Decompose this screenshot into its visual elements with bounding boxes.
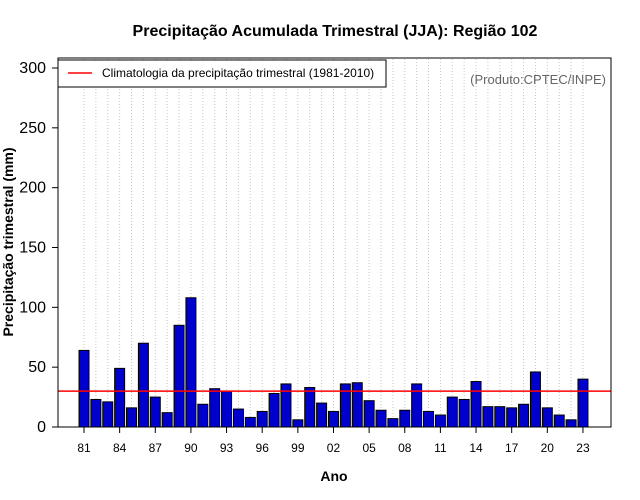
bar-2023 — [577, 378, 589, 428]
x-tick-label: 87 — [149, 441, 163, 455]
x-tick-label: 84 — [113, 441, 127, 455]
bar-1997 — [268, 392, 280, 428]
x-tick-label: 90 — [184, 441, 198, 455]
bar-2001 — [316, 402, 328, 428]
bar-2012 — [446, 396, 458, 428]
x-tick-label: 96 — [256, 441, 270, 455]
legend-label-climatology: Climatologia da precipitação trimestral … — [102, 66, 374, 80]
bar-2019 — [529, 371, 541, 428]
x-tick-label: 14 — [469, 441, 483, 455]
x-tick-label: 20 — [541, 441, 555, 455]
x-tick-label: 99 — [291, 441, 305, 455]
bar-2006 — [375, 409, 387, 428]
legend: Climatologia da precipitação trimestral … — [57, 59, 387, 88]
y-tick-label: 200 — [19, 180, 46, 197]
bar-1988 — [161, 412, 173, 428]
y-tick-label: 50 — [28, 359, 46, 376]
bar-1989 — [173, 324, 185, 428]
bar-1983 — [102, 401, 114, 428]
x-tick-label: 08 — [398, 441, 412, 455]
bar-2002 — [327, 410, 339, 428]
bar-2018 — [518, 403, 530, 428]
bar-2016 — [494, 406, 506, 428]
x-tick-label: 93 — [220, 441, 234, 455]
y-tick-label: 250 — [19, 120, 46, 137]
x-tick-label: 02 — [327, 441, 341, 455]
y-tick-label: 0 — [37, 419, 46, 436]
bar-2013 — [458, 398, 470, 428]
bar-1981 — [78, 349, 90, 428]
bar-2021 — [553, 414, 565, 428]
bar-1982 — [90, 398, 102, 428]
bar-1986 — [137, 342, 149, 428]
y-axis: 0 50 100 150 200 250 300 — [19, 60, 58, 436]
bar-1999 — [292, 419, 304, 428]
credit-text: (Produto:CPTEC/INPE) — [470, 72, 606, 87]
legend-box — [57, 59, 387, 88]
x-tick-label: 11 — [434, 441, 447, 455]
bar-1984 — [114, 367, 126, 428]
x-tick-label: 23 — [576, 441, 590, 455]
bar-1996 — [256, 410, 268, 428]
y-tick-label: 100 — [19, 299, 46, 316]
bar-2005 — [363, 400, 375, 428]
bar-2004 — [351, 382, 363, 428]
bar-1993 — [221, 390, 233, 428]
bars — [78, 297, 589, 428]
bar-2011 — [434, 414, 446, 428]
bar-2020 — [541, 407, 553, 428]
bar-1994 — [232, 408, 244, 428]
bar-2014 — [470, 381, 482, 428]
y-tick-label: 300 — [19, 60, 46, 77]
plot-frame — [57, 57, 612, 428]
x-axis-title: Ano — [320, 468, 347, 484]
bar-2010 — [423, 410, 435, 428]
grid-lines — [83, 59, 584, 426]
x-tick-label: 17 — [505, 441, 519, 455]
bar-2022 — [565, 419, 577, 428]
bar-2007 — [387, 418, 399, 428]
y-axis-title: Precipitação trimestral (mm) — [0, 147, 16, 336]
bar-2000 — [304, 387, 316, 428]
bar-1991 — [197, 403, 209, 428]
y-tick-label: 150 — [19, 240, 46, 257]
bar-1992 — [209, 388, 221, 428]
bar-2017 — [506, 407, 518, 428]
x-tick-label: 05 — [362, 441, 376, 455]
bar-1987 — [149, 396, 161, 428]
bar-1995 — [244, 416, 256, 428]
x-tick-label: 81 — [77, 441, 91, 455]
bar-2008 — [399, 409, 411, 428]
chart-title: Precipitação Acumulada Trimestral (JJA):… — [133, 23, 538, 40]
bar-1990 — [185, 297, 197, 428]
bar-1985 — [126, 407, 138, 428]
x-axis: 81 84 87 90 93 96 99 02 05 08 11 14 17 20 23 — [77, 427, 590, 455]
bar-2015 — [482, 406, 494, 428]
